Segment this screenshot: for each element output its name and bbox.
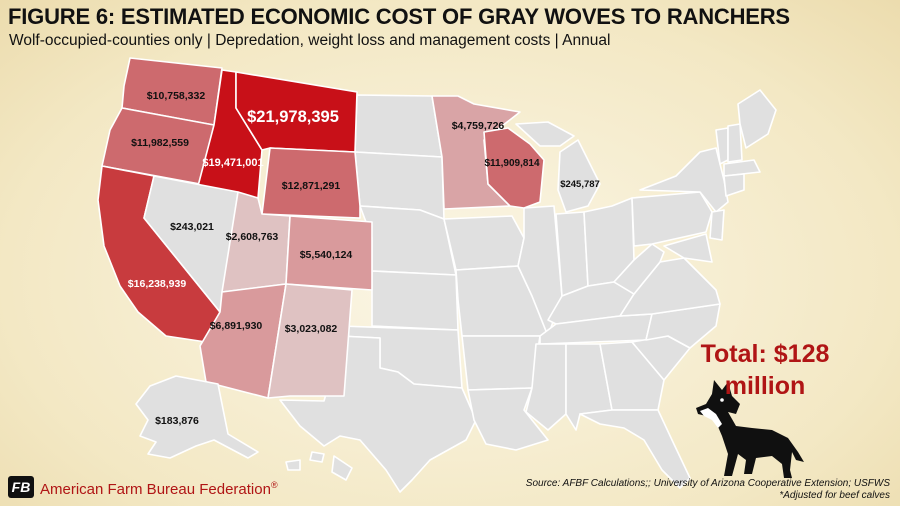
total-cost: Total: $128 million bbox=[700, 340, 830, 400]
state-wisconsin bbox=[483, 127, 545, 209]
state-alaska bbox=[135, 375, 259, 459]
state-georgia bbox=[599, 341, 665, 411]
state-new-hampshire bbox=[727, 123, 743, 163]
state-iowa bbox=[443, 215, 525, 271]
afbf-logo-icon: FB bbox=[8, 476, 34, 498]
label-alaska: $183,876 bbox=[155, 415, 199, 427]
brand-name-text: American Farm Bureau Federation bbox=[40, 481, 271, 498]
footnote-text: *Adjusted for beef calves bbox=[779, 490, 890, 501]
state-colorado bbox=[285, 215, 373, 291]
figure-title: FIGURE 6: ESTIMATED ECONOMIC COST OF GRA… bbox=[8, 4, 790, 29]
label-nevada: $243,021 bbox=[170, 221, 214, 233]
label-wisconsin: $11,909,814 bbox=[484, 158, 539, 169]
state-new-mexico bbox=[267, 283, 353, 399]
state-hawaii bbox=[285, 451, 353, 481]
state-maryland bbox=[663, 233, 713, 263]
state-connecticut bbox=[723, 173, 745, 197]
label-idaho: $19,471,001 bbox=[202, 157, 263, 169]
label-minnesota: $4,759,726 bbox=[452, 120, 505, 132]
state-indiana bbox=[555, 211, 589, 297]
label-new-mexico: $3,023,082 bbox=[285, 323, 338, 335]
label-colorado: $5,540,124 bbox=[300, 249, 353, 261]
registered-mark: ® bbox=[270, 480, 278, 490]
state-michigan bbox=[515, 121, 601, 213]
label-washington: $10,758,332 bbox=[147, 90, 206, 102]
state-north-dakota bbox=[354, 94, 443, 158]
label-michigan: $245,787 bbox=[560, 179, 600, 190]
label-california: $16,238,939 bbox=[128, 278, 187, 290]
state-florida bbox=[579, 409, 691, 489]
svg-text:FB: FB bbox=[12, 479, 31, 495]
state-wyoming bbox=[261, 147, 361, 219]
label-montana: $21,978,395 bbox=[247, 108, 339, 126]
source-note: Source: AFBF Calculations;; University o… bbox=[526, 478, 890, 502]
brand-name: American Farm Bureau Federation® bbox=[40, 480, 278, 498]
label-arizona: $6,891,930 bbox=[210, 320, 263, 332]
state-new-jersey bbox=[709, 209, 725, 241]
label-oregon: $11,982,559 bbox=[131, 137, 189, 149]
state-illinois bbox=[517, 205, 563, 337]
state-maine bbox=[737, 89, 777, 149]
source-text: Source: AFBF Calculations;; University o… bbox=[525, 478, 890, 489]
wolf-icon bbox=[696, 380, 804, 478]
state-kansas bbox=[371, 270, 459, 331]
figure-subtitle: Wolf-occupied-counties only | Depredatio… bbox=[9, 32, 611, 49]
label-wyoming: $12,871,291 bbox=[282, 180, 341, 192]
state-arkansas bbox=[461, 335, 541, 391]
state-texas bbox=[279, 335, 477, 493]
label-utah: $2,608,763 bbox=[226, 231, 279, 243]
state-massachusetts bbox=[723, 159, 761, 177]
